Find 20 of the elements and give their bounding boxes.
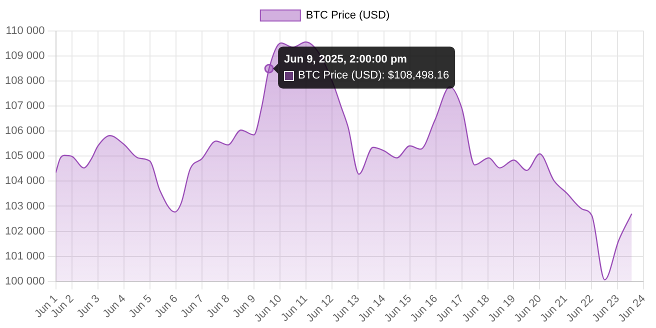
x-tick-label: Jun 4 xyxy=(100,292,128,320)
annotation: BTC Price (USD): $108,498.16 xyxy=(298,70,450,82)
x-tick-label: Jun 8 xyxy=(204,292,232,320)
x-tick-label: Jun 6 xyxy=(152,292,180,320)
x-tick-label: Jun 3 xyxy=(74,292,102,320)
x-tick-label: Jun 5 xyxy=(126,292,154,320)
y-tick-label: 109 000 xyxy=(4,50,45,62)
y-tick-label: 107 000 xyxy=(4,100,45,112)
x-tick-label: Jun 7 xyxy=(178,292,206,320)
legend-label: BTC Price (USD) xyxy=(306,10,390,22)
y-tick-label: 110 000 xyxy=(6,25,45,38)
y-tick-label: 103 000 xyxy=(4,200,45,212)
y-tick-label: 105 000 xyxy=(4,150,45,162)
y-tick-label: 104 000 xyxy=(4,175,45,188)
y-tick-label: 106 000 xyxy=(4,125,45,138)
y-tick-label: 101 000 xyxy=(4,250,45,262)
annotation: Jun 9, 2025, 2:00:00 pm xyxy=(284,54,408,66)
y-tick-label: 108 000 xyxy=(4,75,45,88)
y-tick-label: 100 000 xyxy=(4,275,45,288)
y-tick-label: 102 000 xyxy=(4,225,45,238)
